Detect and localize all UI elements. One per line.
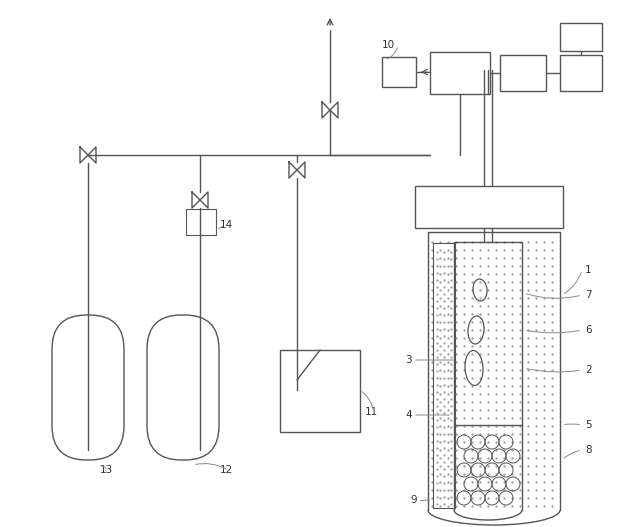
Text: 2: 2 [585, 365, 591, 375]
Text: 9: 9 [410, 495, 417, 505]
Bar [280, 350, 360, 432]
Text: 10: 10 [382, 40, 395, 50]
Text: 13: 13 [100, 465, 113, 475]
Bar [186, 209, 216, 235]
Text: 14: 14 [220, 220, 233, 230]
Text: 12: 12 [220, 465, 233, 475]
Bar [433, 243, 455, 508]
Text: 4: 4 [405, 410, 412, 420]
Text: 5: 5 [585, 420, 591, 430]
Bar [430, 52, 490, 94]
Text: 1: 1 [585, 265, 591, 275]
Bar [500, 55, 546, 91]
Text: 3: 3 [405, 355, 412, 365]
Bar [415, 186, 563, 228]
Text: 8: 8 [585, 445, 591, 455]
Text: 11: 11 [365, 407, 378, 417]
FancyBboxPatch shape [52, 315, 124, 460]
Bar [560, 23, 602, 51]
FancyBboxPatch shape [147, 315, 219, 460]
Text: 7: 7 [585, 290, 591, 300]
Bar [382, 57, 416, 87]
Text: 6: 6 [585, 325, 591, 335]
Bar [560, 55, 602, 91]
